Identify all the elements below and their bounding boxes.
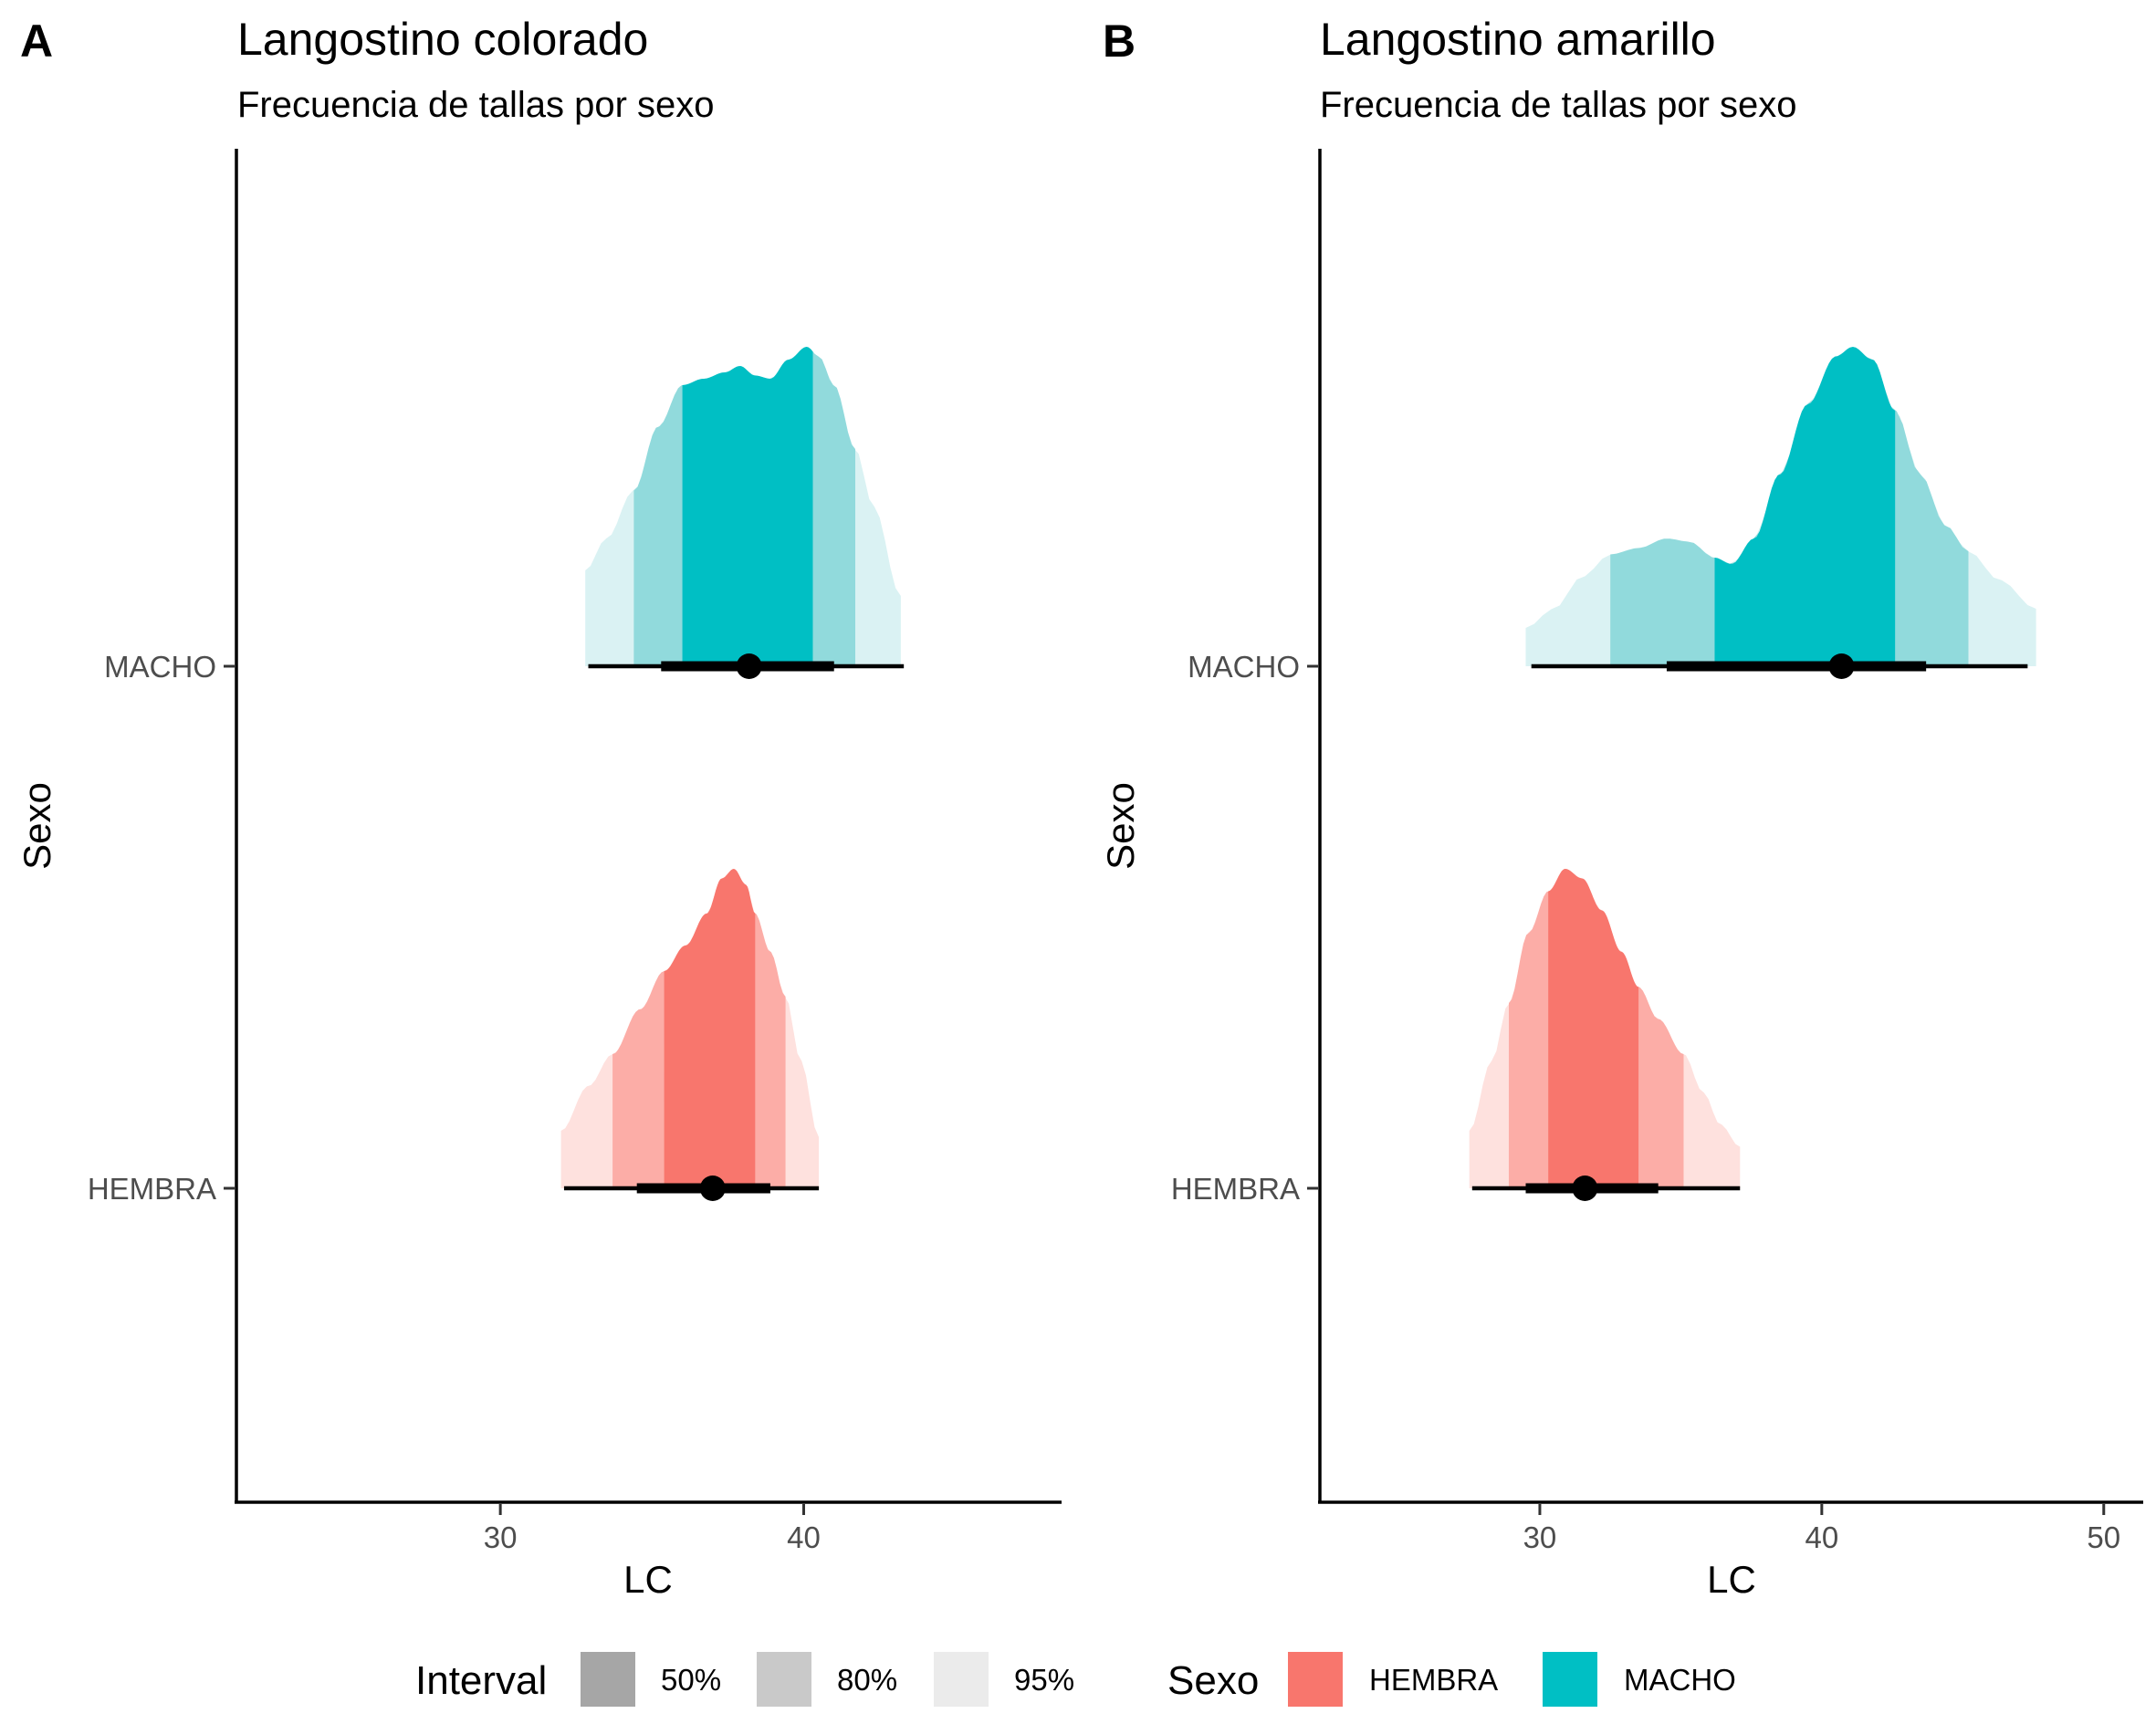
band-50 [664, 869, 756, 1188]
x-tick-label: 30 [484, 1520, 518, 1554]
point-estimate [699, 1175, 726, 1201]
point-estimate [1572, 1175, 1598, 1201]
legend-label-hembra: HEMBRA [1369, 1663, 1498, 1697]
x-tick-label: 30 [1523, 1520, 1557, 1554]
legend: Interval 50% 80% 95% Sexo HEMBRA MACHO [415, 1652, 1736, 1707]
x-tick-label: 40 [1805, 1520, 1838, 1554]
ridge-hembra [1469, 869, 1741, 1201]
panel-a: A Langostino colorado Frecuencia de tall… [16, 14, 1062, 1601]
y-tick-label-macho: MACHO [1188, 650, 1300, 684]
point-estimate [736, 653, 762, 679]
legend-key-macho [1543, 1652, 1597, 1707]
y-axis-title: Sexo [16, 782, 58, 870]
chart-title: Langostino colorado [237, 14, 648, 65]
y-tick-label-hembra: HEMBRA [88, 1172, 216, 1206]
ridge-macho [585, 347, 905, 679]
point-estimate [1828, 653, 1855, 679]
y-tick-label-macho: MACHO [104, 650, 216, 684]
chart-subtitle: Frecuencia de tallas por sexo [1320, 85, 1797, 125]
chart-subtitle: Frecuencia de tallas por sexo [237, 85, 715, 125]
y-axis-title: Sexo [1099, 782, 1142, 870]
band-50 [1548, 869, 1639, 1188]
x-axis-title: LC [623, 1558, 673, 1601]
legend-key-80 [757, 1652, 811, 1707]
x-ticks: 30 40 50 [1523, 1504, 2120, 1554]
legend-label-80: 80% [837, 1663, 897, 1697]
plot-marks [1469, 347, 2036, 1201]
x-tick-label: 50 [2087, 1520, 2120, 1554]
x-ticks: 30 40 [484, 1504, 821, 1554]
legend-title-sexo: Sexo [1167, 1658, 1259, 1703]
plot-marks [560, 347, 905, 1201]
y-tick-label-hembra: HEMBRA [1171, 1172, 1300, 1206]
legend-key-hembra [1288, 1652, 1343, 1707]
ridge-hembra [560, 869, 820, 1201]
y-ticks: HEMBRA MACHO [88, 650, 235, 1206]
x-axis-title: LC [1707, 1558, 1756, 1601]
legend-key-95 [934, 1652, 989, 1707]
y-ticks: HEMBRA MACHO [1171, 650, 1318, 1206]
band-50 [1714, 347, 1896, 666]
legend-key-50 [581, 1652, 635, 1707]
panel-tag: B [1103, 16, 1136, 67]
x-tick-label: 40 [787, 1520, 821, 1554]
legend-title-interval: Interval [415, 1658, 547, 1703]
legend-label-macho: MACHO [1624, 1663, 1736, 1697]
legend-label-95: 95% [1014, 1663, 1074, 1697]
chart-title: Langostino amarillo [1320, 14, 1716, 65]
band-50 [682, 347, 813, 666]
panel-tag: A [20, 16, 53, 67]
ridge-macho [1525, 347, 2036, 679]
legend-label-50: 50% [661, 1663, 721, 1697]
panel-b: B Langostino amarillo Frecuencia de tall… [1099, 14, 2143, 1601]
